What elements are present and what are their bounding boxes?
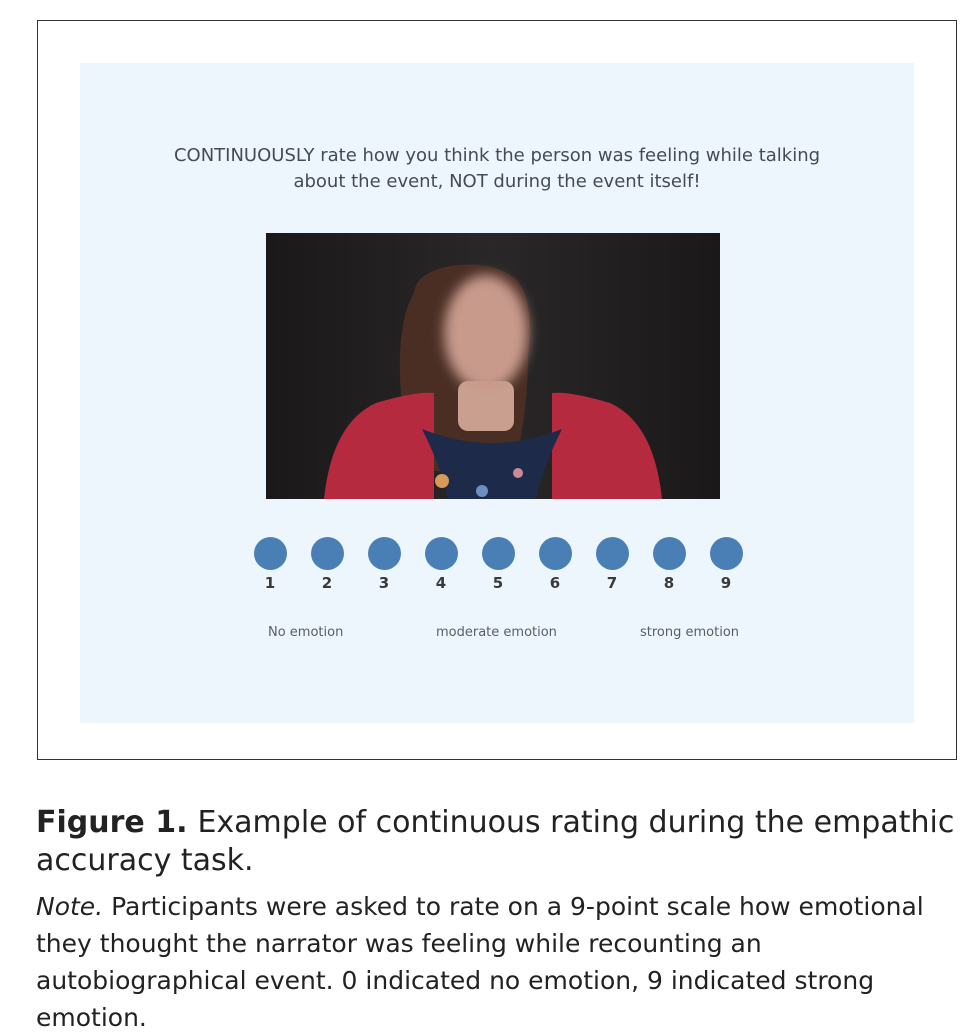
rating-dot[interactable] (310, 537, 344, 570)
scale-number: 3 (378, 574, 390, 592)
rating-dot[interactable] (595, 537, 629, 570)
scale-point-8[interactable]: 8 (649, 537, 689, 592)
note-text: Participants were asked to rate on a 9-p… (36, 892, 924, 1032)
scale-point-3[interactable]: 3 (364, 537, 404, 592)
instruction-line-1: CONTINUOUSLY rate how you think the pers… (173, 145, 821, 166)
scale-number: 5 (492, 574, 504, 592)
scale-point-2[interactable]: 2 (307, 537, 347, 592)
task-screen: CONTINUOUSLY rate how you think the pers… (80, 63, 914, 723)
rating-dot[interactable] (367, 537, 401, 570)
figure-label: Figure 1. (36, 805, 188, 840)
scale-number: 6 (549, 574, 561, 592)
scale-point-4[interactable]: 4 (421, 537, 461, 592)
scale-point-7[interactable]: 7 (592, 537, 632, 592)
figure-caption: Figure 1. Example of continuous rating du… (36, 804, 966, 1036)
scale-point-6[interactable]: 6 (535, 537, 575, 592)
rating-scale: 1 2 3 4 5 6 7 (250, 537, 750, 597)
rating-dot[interactable] (709, 537, 743, 570)
note-label: Note. (36, 892, 104, 921)
scale-number: 2 (321, 574, 333, 592)
scale-point-1[interactable]: 1 (250, 537, 290, 592)
instruction-text: CONTINUOUSLY rate how you think the pers… (140, 143, 854, 195)
rating-dot[interactable] (652, 537, 686, 570)
rating-dot[interactable] (253, 537, 287, 570)
anchor-no-emotion: No emotion (268, 625, 344, 640)
caption-note: Note. Participants were asked to rate on… (36, 888, 966, 1036)
rating-dot[interactable] (481, 537, 515, 570)
scale-number: 7 (606, 574, 618, 592)
scale-number: 1 (264, 574, 276, 592)
anchor-moderate-emotion: moderate emotion (436, 625, 557, 640)
caption-title-text: Example of continuous rating during the … (36, 805, 955, 878)
scale-number: 9 (720, 574, 732, 592)
anchor-strong-emotion: strong emotion (640, 625, 740, 640)
narrator-video (266, 233, 720, 499)
caption-title: Figure 1. Example of continuous rating du… (36, 804, 966, 880)
scale-number: 8 (663, 574, 675, 592)
rating-dot[interactable] (538, 537, 572, 570)
scale-point-5[interactable]: 5 (478, 537, 518, 592)
scale-point-9[interactable]: 9 (706, 537, 746, 592)
rating-dot[interactable] (424, 537, 458, 570)
instruction-line-2: about the event, NOT during the event it… (293, 171, 701, 192)
scale-number: 4 (435, 574, 447, 592)
figure-frame: CONTINUOUSLY rate how you think the pers… (37, 20, 957, 760)
narrator-video-frame (266, 233, 720, 499)
